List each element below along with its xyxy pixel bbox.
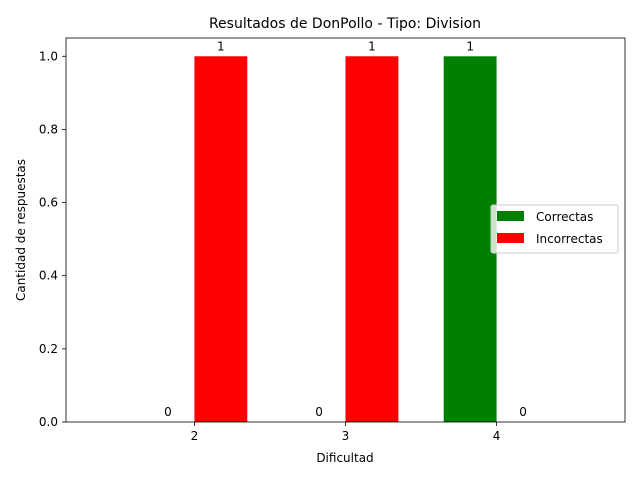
legend-label-incorrectas: Incorrectas — [536, 232, 603, 246]
x-tick-label: 4 — [493, 429, 501, 443]
bar-labels-group: 0 0 1 1 1 0 — [164, 39, 527, 419]
data-label-correctas-2: 0 — [164, 405, 172, 419]
legend-label-correctas: Correctas — [536, 210, 593, 224]
y-axis: 0.0 0.2 0.4 0.6 0.8 1.0 — [39, 49, 66, 429]
y-tick-label: 0.2 — [39, 342, 58, 356]
legend: Correctas Incorrectas — [490, 204, 619, 254]
data-label-incorrectas-3: 1 — [368, 39, 376, 53]
x-axis-label: Dificultad — [316, 451, 373, 465]
x-tick-label: 3 — [342, 429, 350, 443]
y-tick-label: 0.8 — [39, 122, 58, 136]
x-tick-label: 2 — [191, 429, 199, 443]
y-tick-label: 1.0 — [39, 49, 58, 63]
legend-swatch-correctas — [497, 211, 524, 221]
y-axis-label: Cantidad de respuestas — [14, 159, 28, 301]
legend-swatch-incorrectas — [497, 233, 524, 243]
data-label-incorrectas-4: 0 — [519, 405, 527, 419]
bar-incorrectas-2 — [194, 56, 248, 423]
bar-correctas-4 — [443, 56, 497, 423]
data-label-incorrectas-2: 1 — [217, 39, 225, 53]
bars-group — [194, 56, 497, 423]
data-label-correctas-3: 0 — [315, 405, 323, 419]
x-axis: 2 3 4 — [191, 422, 501, 443]
data-label-correctas-4: 1 — [466, 39, 474, 53]
bar-incorrectas-3 — [345, 56, 399, 423]
y-tick-label: 0.4 — [39, 269, 58, 283]
y-tick-label: 0.6 — [39, 196, 58, 210]
chart-title: Resultados de DonPollo - Tipo: Division — [209, 16, 481, 32]
y-tick-label: 0.0 — [39, 415, 58, 429]
